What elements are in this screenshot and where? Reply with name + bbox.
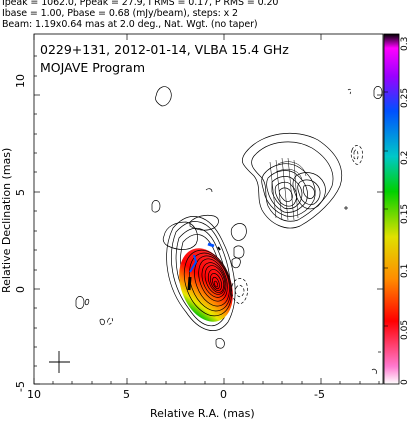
jet-contours bbox=[230, 132, 342, 241]
x-tick-label: 5 bbox=[123, 388, 130, 401]
colorbar-ticks bbox=[384, 91, 388, 327]
x-tick-label: -5 bbox=[314, 388, 325, 401]
y-axis-label: Relative Declination (mas) bbox=[0, 147, 13, 293]
negative-contours bbox=[107, 88, 363, 325]
header-line-1: Ipeak = 1062.0, Ppeak = 27.9, I RMS = 0.… bbox=[2, 0, 279, 8]
axis-ticks bbox=[33, 34, 383, 385]
y-tick-label: 5 bbox=[14, 189, 27, 196]
colorbar-label: 0.1 bbox=[400, 263, 409, 278]
colorbar-label: 0.25 bbox=[400, 87, 409, 108]
header-line-3: Beam: 1.19x0.64 mas at 2.0 deg., Nat. Wg… bbox=[2, 19, 258, 30]
x-tick-label: 0 bbox=[220, 388, 227, 401]
program-label: MOJAVE Program bbox=[40, 60, 146, 75]
colorbar-label: 0.05 bbox=[400, 319, 409, 340]
colorbar-label: 0.2 bbox=[400, 150, 409, 165]
beam-marker bbox=[49, 351, 70, 373]
x-tick-label: 10 bbox=[27, 388, 41, 401]
plot-frame bbox=[33, 33, 384, 385]
y-tick-label: 0 bbox=[14, 286, 27, 293]
colorbar-label: 0 bbox=[400, 379, 409, 385]
core-contours bbox=[166, 216, 236, 331]
y-tick-label: -5 bbox=[14, 381, 27, 392]
diffuse-contours bbox=[75, 86, 383, 375]
header-line-2: Ibase = 1.00, Pbase = 0.68 (mJy/beam), s… bbox=[2, 8, 238, 19]
x-axis-label: Relative R.A. (mas) bbox=[150, 407, 255, 420]
colorbar-label: 0.15 bbox=[400, 203, 409, 224]
contours bbox=[49, 86, 383, 375]
plot-title: 0229+131, 2012-01-14, VLBA 15.4 GHz bbox=[40, 42, 289, 57]
colorbar-label: 0.3 bbox=[400, 36, 409, 51]
y-tick-label: 10 bbox=[14, 74, 27, 88]
